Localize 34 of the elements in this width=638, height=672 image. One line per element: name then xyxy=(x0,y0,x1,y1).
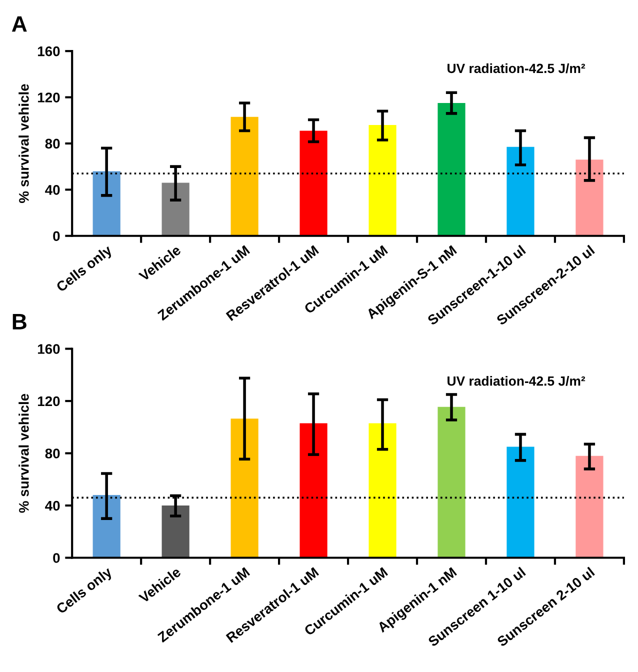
bar xyxy=(438,103,466,236)
y-tick-label: 160 xyxy=(38,344,60,354)
annotation: UV radiation-42.5 J/m² xyxy=(448,63,586,74)
bar xyxy=(92,171,120,236)
y-tick-label: 40 xyxy=(45,185,60,195)
y-axis-title: % survival vehicle xyxy=(18,84,29,203)
x-tick-label: Cells only xyxy=(55,566,114,616)
bar xyxy=(162,182,190,236)
y-tick-label: 120 xyxy=(38,396,60,406)
bar xyxy=(368,423,396,558)
bar xyxy=(300,423,328,558)
y-tick-label: 160 xyxy=(38,46,60,56)
y-tick-label: 0 xyxy=(53,231,60,242)
bar xyxy=(368,124,396,236)
annotation: UV radiation-42.5 J/m² xyxy=(448,376,586,386)
bar xyxy=(506,146,534,236)
y-tick-label: 80 xyxy=(45,138,60,149)
chart-title: A xyxy=(12,16,27,32)
y-tick-label: 0 xyxy=(53,553,60,563)
bar xyxy=(230,418,258,558)
bar xyxy=(230,116,258,236)
y-tick-label: 80 xyxy=(45,448,60,458)
bar xyxy=(576,456,604,558)
bar xyxy=(162,506,190,558)
bar xyxy=(506,446,534,558)
bar xyxy=(576,160,604,236)
bar xyxy=(300,130,328,236)
y-tick-label: 40 xyxy=(45,500,60,511)
chart-title: B xyxy=(12,314,26,330)
x-tick-label: Cells only xyxy=(55,244,114,294)
y-axis-title: % survival vehicle xyxy=(18,394,29,513)
y-tick-label: 120 xyxy=(38,92,60,102)
bar xyxy=(438,406,466,558)
bar xyxy=(92,495,120,558)
